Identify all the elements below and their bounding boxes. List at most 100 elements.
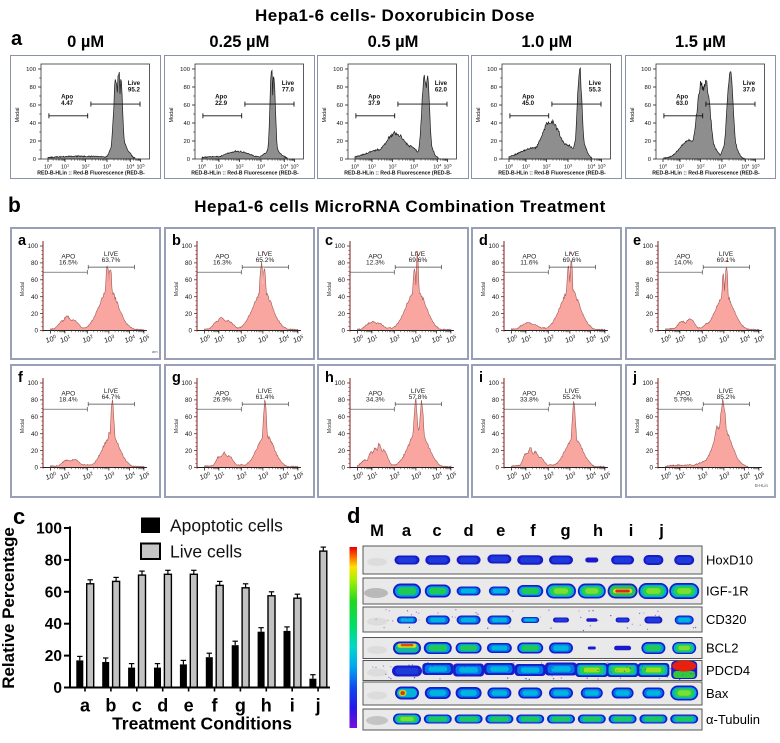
svg-text:104: 104 (585, 470, 598, 482)
svg-text:a: a (80, 696, 91, 716)
svg-text:APO: APO (369, 254, 383, 261)
svg-text:40: 40 (29, 121, 36, 127)
svg-text:102: 102 (696, 164, 704, 171)
svg-text:LIVE: LIVE (411, 251, 426, 258)
svg-text:100: 100 (642, 243, 653, 250)
svg-text:APO: APO (215, 391, 229, 398)
svg-text:Modal: Modal (169, 108, 175, 123)
svg-text:61.4%: 61.4% (255, 394, 274, 401)
svg-text:100: 100 (352, 470, 365, 482)
svg-text:104: 104 (587, 164, 595, 171)
svg-text:20: 20 (183, 139, 190, 145)
svg-text:100: 100 (642, 380, 653, 387)
svg-text:80: 80 (492, 397, 500, 404)
svg-text:j: j (658, 522, 664, 540)
svg-text:40: 40 (644, 121, 651, 127)
svg-text:α-Tubulin: α-Tubulin (706, 712, 760, 727)
svg-text:0: 0 (648, 157, 652, 163)
svg-text:101: 101 (59, 470, 72, 482)
svg-text:LIVE: LIVE (258, 388, 273, 395)
svg-text:LIVE: LIVE (258, 251, 273, 258)
svg-text:Modal: Modal (481, 282, 487, 296)
svg-text:105: 105 (445, 470, 458, 482)
svg-text:102: 102 (389, 164, 397, 171)
svg-text:102: 102 (696, 333, 709, 345)
svg-text:0: 0 (494, 157, 498, 163)
svg-text:100: 100 (27, 380, 38, 387)
svg-text:100: 100 (335, 243, 346, 250)
svg-text:Modal: Modal (481, 419, 487, 433)
svg-text:RED-B-HLin :: Red-B Fluorescen: RED-B-HLin :: Red-B Fluorescence (RED-B- (191, 171, 299, 177)
svg-text:102: 102 (389, 470, 402, 482)
svg-text:105: 105 (138, 333, 151, 345)
svg-text:20: 20 (185, 311, 193, 318)
svg-text:40: 40 (338, 431, 346, 438)
svg-text:103: 103 (718, 333, 731, 345)
svg-text:80: 80 (338, 260, 346, 267)
svg-text:37.9: 37.9 (368, 100, 381, 107)
svg-text:LIVE: LIVE (719, 388, 734, 395)
svg-text:c: c (132, 696, 142, 716)
svg-text:APO: APO (522, 391, 536, 398)
svg-text:40: 40 (491, 121, 498, 127)
svg-text:63.7%: 63.7% (102, 257, 121, 264)
svg-text:Apo: Apo (522, 94, 534, 101)
svg-text:Apo: Apo (368, 94, 380, 101)
svg-text:100: 100 (659, 470, 672, 482)
svg-text:40: 40 (492, 294, 500, 301)
svg-text:40: 40 (185, 294, 193, 301)
svg-text:105: 105 (136, 164, 144, 171)
svg-text:101: 101 (676, 164, 684, 171)
svg-text:APO: APO (215, 254, 229, 261)
svg-text:103: 103 (103, 333, 116, 345)
svg-text:40: 40 (31, 294, 39, 301)
svg-text:Modal: Modal (20, 282, 26, 296)
svg-text:80: 80 (492, 260, 500, 267)
svg-text:55.3: 55.3 (589, 87, 602, 94)
svg-text:Modal: Modal (635, 419, 641, 433)
svg-text:LIVE: LIVE (719, 251, 734, 258)
svg-text:77.0: 77.0 (282, 87, 295, 94)
svg-text:4.47: 4.47 (61, 100, 74, 107)
svg-text:e: e (496, 522, 505, 540)
svg-text:0: 0 (34, 465, 38, 472)
svg-text:e: e (184, 696, 194, 716)
svg-text:0: 0 (34, 328, 38, 335)
svg-text:100: 100 (198, 333, 211, 345)
svg-text:60: 60 (492, 277, 500, 284)
svg-text:80: 80 (29, 85, 36, 91)
svg-text:h: h (325, 370, 334, 386)
svg-text:40: 40 (31, 431, 39, 438)
svg-text:Apo: Apo (61, 94, 73, 101)
svg-text:102: 102 (235, 333, 248, 345)
svg-text:105: 105 (445, 333, 458, 345)
svg-text:CD320: CD320 (706, 612, 746, 627)
svg-text:101: 101 (368, 164, 376, 171)
svg-text:BCL2: BCL2 (706, 641, 739, 656)
svg-text:102: 102 (81, 470, 94, 482)
svg-text:105: 105 (138, 470, 151, 482)
svg-text:60: 60 (29, 103, 36, 109)
svg-text:80: 80 (644, 85, 651, 91)
svg-text:80: 80 (45, 552, 62, 569)
svg-text:80: 80 (185, 397, 193, 404)
svg-text:a: a (18, 233, 27, 249)
svg-text:RED-B-HLin :: Red-B Fluorescen: RED-B-HLin :: Red-B Fluorescence (RED-B- (345, 171, 453, 177)
svg-text:65.2%: 65.2% (255, 257, 274, 264)
svg-text:26.9%: 26.9% (213, 397, 232, 404)
svg-text:Live: Live (128, 80, 141, 87)
svg-text:c: c (432, 522, 441, 540)
svg-text:20: 20 (338, 448, 346, 455)
svg-text:101: 101 (213, 333, 226, 345)
svg-text:105: 105 (444, 164, 452, 171)
svg-text:69.6%: 69.6% (409, 257, 428, 264)
svg-text:103: 103 (718, 470, 731, 482)
svg-text:HoxD10: HoxD10 (706, 553, 753, 568)
svg-text:101: 101 (213, 470, 226, 482)
svg-text:40: 40 (185, 431, 193, 438)
svg-text:c: c (13, 505, 25, 529)
svg-text:40: 40 (183, 121, 190, 127)
svg-text:101: 101 (366, 333, 379, 345)
svg-text:103: 103 (410, 470, 423, 482)
svg-text:104: 104 (126, 164, 134, 171)
